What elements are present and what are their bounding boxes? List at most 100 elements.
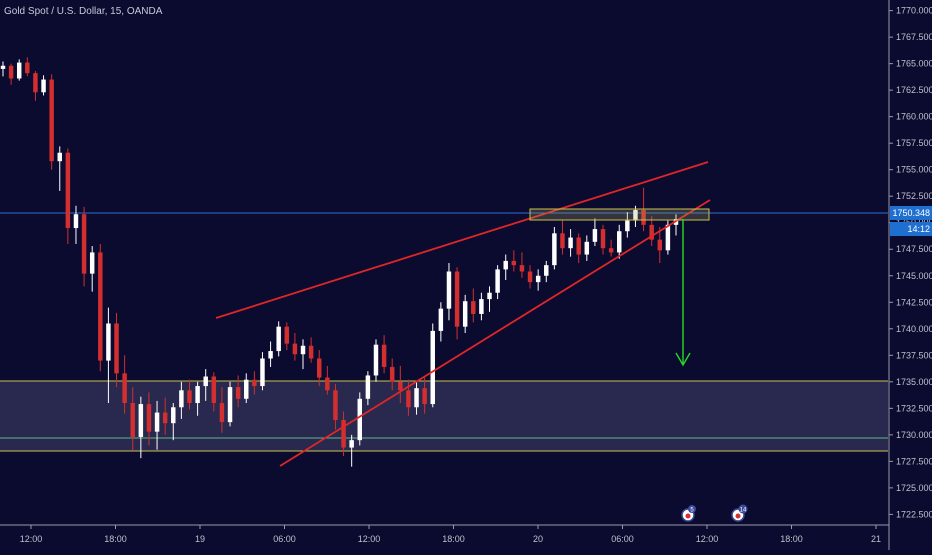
time-tick-label: 12:00 [358,534,381,544]
candle-bullish [446,271,452,309]
candle-bullish [268,351,273,359]
event-badge-count: 5 [690,508,694,514]
candle-bearish [292,343,298,355]
event-badge-count: 14 [740,508,747,514]
price-tick-label: 1722.500 [896,509,932,519]
time-tick-label: 12:00 [696,534,719,544]
candle-bearish [649,224,654,240]
candle-bearish [122,373,127,404]
candle-bearish [511,260,517,266]
candle-bullish [365,375,371,399]
candle-bullish [495,269,500,293]
candle-bullish [487,292,492,300]
event-flag-dot [735,513,741,519]
candle-bearish [560,233,565,249]
candle-bullish [179,390,184,408]
candle-bearish [381,344,387,367]
candlestick-series [0,57,679,467]
time-tick-label: 06:00 [273,534,296,544]
time-tick-label: 18:00 [780,534,803,544]
candle-bearish [25,62,30,74]
candle-bullish [227,387,233,423]
candle-bearish [576,237,581,255]
countdown-label: 14:12 [907,224,930,234]
event-marker-2[interactable]: 14 [731,504,748,522]
candle-bullish [203,376,208,387]
candle-bullish [438,308,444,331]
candle-bearish [308,345,314,359]
candle-bearish [471,301,476,314]
event-marker-1[interactable]: 5 [681,505,696,522]
candle-bullish [16,62,22,79]
time-tick-label: 20 [533,534,543,544]
candle-bearish [657,239,663,251]
candle-bullish [73,214,79,229]
candle-bullish [57,152,62,162]
price-tick-label: 1725.000 [896,483,932,493]
event-badge [738,504,748,514]
price-tick-label: 1762.500 [896,85,932,95]
candle-bullish [195,386,200,404]
candle-bullish [357,398,363,441]
candle-bullish [625,220,630,232]
candle-bearish [33,73,38,93]
candle-bearish [608,248,614,253]
price-tick-label: 1770.000 [896,6,932,16]
price-tick-label: 1760.000 [896,112,932,122]
candle-bearish [406,390,411,408]
time-tick-label: 18:00 [104,534,127,544]
candle-bearish [146,404,152,432]
time-axis: 12:00 18:00 19 06:00 12:00 18:00 20 06:00 12:00 1… [20,525,881,544]
candle-bearish [284,326,290,344]
candle-bullish [633,210,638,221]
price-tick-label: 1735.000 [896,377,932,387]
wedge-upper-trendline [215,161,709,319]
candle-bullish [0,65,6,69]
candle-bearish [333,390,338,420]
time-tick-label: 19 [195,534,205,544]
candle-bullish [584,241,590,255]
time-tick-label: 06:00 [611,534,634,544]
price-tick-label: 1767.500 [896,32,932,42]
symbol-title: Gold Spot / U.S. Dollar, 15, OANDA [4,6,163,17]
price-tick-label: 1742.500 [896,297,932,307]
price-tick-label: 1740.000 [896,324,932,334]
time-tick-label: 18:00 [442,534,465,544]
price-axis: 1770.000 1767.500 1765.000 1762.500 1760.000… [889,6,932,519]
candle-bearish [81,214,87,274]
candle-bearish [49,79,54,162]
candle-bearish [130,403,135,437]
candle-bullish [373,344,379,376]
candle-bearish [325,377,330,391]
candle-bearish [98,252,103,361]
resistance-box [529,208,710,221]
candle-bullish [462,301,468,327]
candle-bearish [641,210,646,225]
candle-bullish [171,407,176,424]
price-tick-label: 1730.000 [896,430,932,440]
target-arrow-head [675,352,691,367]
price-tick-label: 1747.500 [896,244,932,254]
wedge-lower-trendline [279,199,711,467]
candle-bearish [162,412,168,424]
price-tick-label: 1732.500 [896,403,932,413]
candle-bearish [519,265,525,272]
candle-bullish [503,260,508,270]
candle-bullish [244,379,249,399]
price-tick-label: 1757.500 [896,138,932,148]
current-price-label-bg [890,206,932,220]
current-price-label: 1750.348 [892,208,930,218]
candle-bearish [316,358,322,378]
candle-bearish [8,65,14,79]
candle-bullish [89,252,95,274]
price-tick-label: 1745.000 [896,271,932,281]
price-tick-label: 1727.500 [896,456,932,466]
candle-bullish [349,440,354,448]
candle-bullish [430,330,435,405]
price-tick-label: 1737.500 [896,350,932,360]
candle-bullish [544,265,549,276]
candle-bullish [138,404,144,437]
